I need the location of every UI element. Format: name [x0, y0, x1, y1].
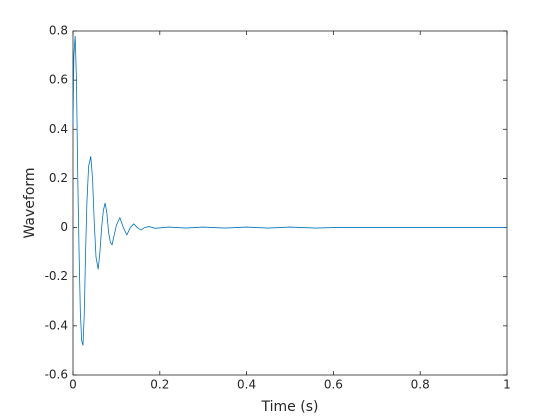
data-line [72, 35, 507, 346]
x-tick-label: 0.6 [324, 378, 343, 392]
y-tick-label: -0.2 [45, 269, 68, 283]
x-axis-label: Time (s) [261, 399, 319, 415]
y-axis-label: Waveform [22, 167, 38, 238]
y-tick-label: -0.6 [45, 368, 68, 382]
y-tick-label: 0.2 [49, 171, 68, 185]
y-tick-label: 0.4 [49, 122, 68, 136]
y-tick-label: 0.8 [49, 24, 68, 38]
x-tick-label: 1 [503, 378, 511, 392]
y-tick-label: 0 [60, 220, 68, 234]
x-tick-label: 0 [69, 378, 77, 392]
y-tick-label: -0.4 [45, 318, 68, 332]
x-tick-label: 0.4 [237, 378, 256, 392]
x-tick-label: 0.2 [150, 378, 169, 392]
plot-area [72, 30, 508, 376]
x-tick-label: 0.8 [411, 378, 430, 392]
y-tick-label: 0.6 [49, 73, 68, 87]
